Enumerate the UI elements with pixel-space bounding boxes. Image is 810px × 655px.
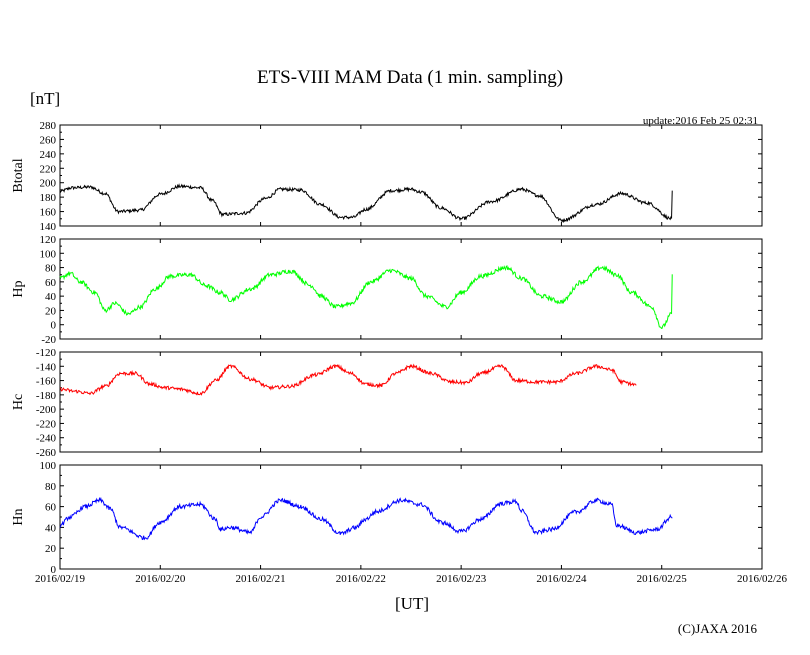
y-tick-label: -220 (36, 418, 57, 430)
panel-hc: -260 -240 -220 -200 -180 -160 -140 -120 Hc (11, 347, 763, 459)
x-axis: 2016/02/19 2016/02/20 2016/02/21 2016/02/22… (35, 573, 788, 585)
y-axis-label: Btotal (11, 158, 26, 192)
y-axis-label: Hp (11, 280, 26, 297)
y-tick-label: 100 (40, 248, 57, 260)
x-tick-label: 2016/02/22 (336, 573, 386, 585)
y-tick-label: -200 (36, 404, 57, 416)
y-tick-label: -260 (36, 447, 57, 459)
y-tick-label: 100 (40, 460, 57, 472)
y-tick-label: 120 (40, 234, 57, 246)
unit-label: [nT] (30, 89, 60, 108)
panel-hp: -20 0 20 40 60 80 100 120 Hp (11, 234, 763, 346)
y-tick-label: 260 (40, 134, 57, 146)
panel-hn: 0 20 40 60 80 100 Hn (11, 460, 763, 576)
y-tick-label: 40 (45, 522, 57, 534)
series-line-hp (59, 264, 673, 329)
y-tick-label: 140 (40, 221, 57, 233)
y-tick-label: 0 (51, 320, 57, 332)
y-tick-label: 40 (45, 291, 57, 303)
x-tick-label: 2016/02/20 (135, 573, 186, 585)
y-tick-label: 160 (40, 207, 57, 219)
panel-btotal: 140 160 180 200 220 240 260 280 Btotal (11, 120, 763, 233)
update-timestamp: update:2016 Feb 25 02:31 (643, 115, 758, 127)
x-tick-label: 2016/02/23 (436, 573, 487, 585)
y-tick-label: 240 (40, 149, 57, 161)
y-tick-label: 80 (45, 263, 57, 275)
x-axis-label: [UT] (395, 594, 429, 613)
y-tick-label: 220 (40, 163, 57, 175)
panel-frame (59, 238, 763, 340)
x-tick-label: 2016/02/19 (35, 573, 86, 585)
y-axis-label: Hc (11, 394, 26, 410)
y-tick-label: 200 (40, 178, 57, 190)
y-tick-label: 20 (45, 305, 57, 317)
copyright-credit: (C)JAXA 2016 (678, 621, 758, 636)
x-tick-label: 2016/02/26 (737, 573, 788, 585)
y-tick-label: 0 (51, 564, 57, 576)
series-line-btotal (59, 183, 673, 224)
y-tick-label: -140 (36, 361, 57, 373)
x-tick-label: 2016/02/25 (637, 573, 688, 585)
y-tick-label: 80 (45, 481, 57, 493)
panel-frame (59, 464, 763, 570)
y-tick-label: 20 (45, 543, 57, 555)
series-line-hn (59, 496, 673, 541)
y-tick-label: 180 (40, 192, 57, 204)
y-tick-label: -20 (41, 334, 56, 346)
x-tick-label: 2016/02/21 (236, 573, 286, 585)
y-axis-label: Hn (11, 508, 26, 525)
y-tick-label: 60 (45, 502, 57, 514)
chart-panels: 140160180200220240260280Btotal-200204060… (11, 120, 763, 576)
y-tick-label: 280 (40, 120, 57, 132)
x-tick-label: 2016/02/24 (536, 573, 587, 585)
y-tick-label: 60 (45, 277, 57, 289)
y-tick-label: -160 (36, 376, 57, 388)
y-tick-label: -120 (36, 347, 57, 359)
y-tick-label: -240 (36, 433, 57, 445)
y-tick-label: -180 (36, 390, 57, 402)
panel-frame (59, 124, 763, 227)
chart-title: ETS-VIII MAM Data (1 min. sampling) (257, 67, 563, 88)
series-line-hc (59, 363, 637, 396)
